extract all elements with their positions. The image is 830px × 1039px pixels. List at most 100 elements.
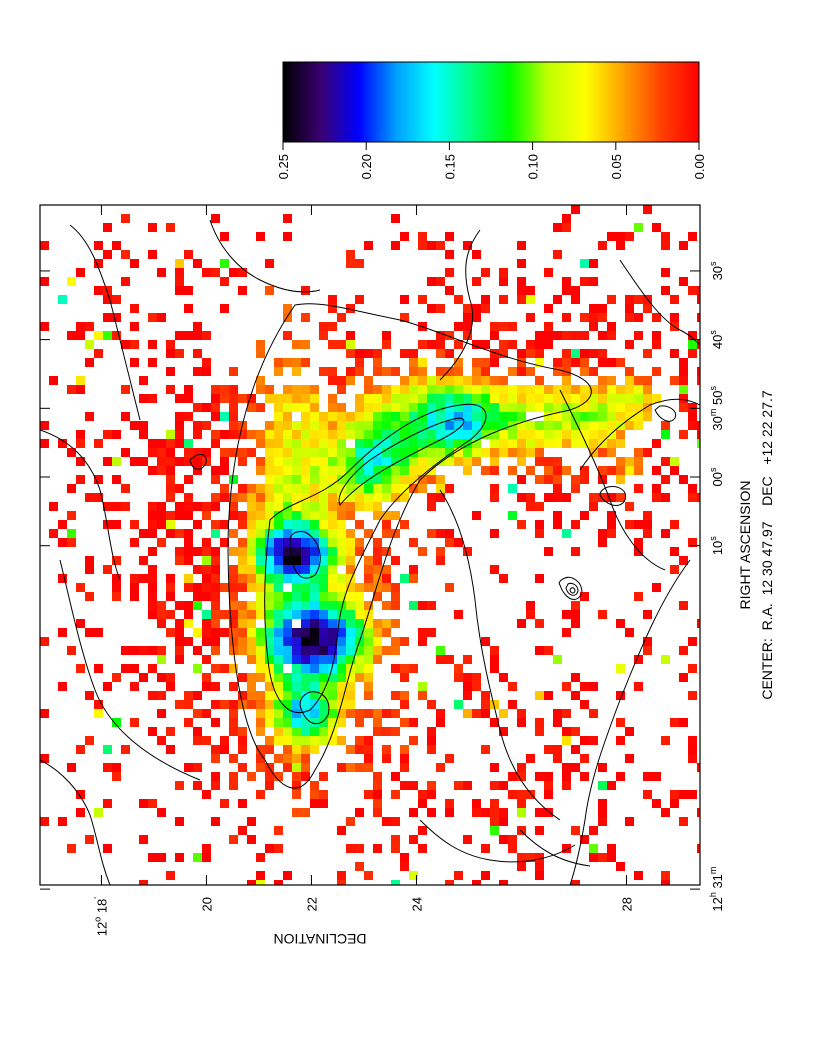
heatmap-cell [688,484,697,493]
heatmap-cell [616,439,625,448]
heatmap-cell [616,718,625,727]
heatmap-cell [157,457,166,466]
heatmap-cell [625,385,634,394]
heatmap-cell [193,259,202,268]
heatmap-cell [391,511,400,520]
heatmap-cell [301,394,310,403]
heatmap-cell [319,727,328,736]
heatmap-cell [148,511,157,520]
heatmap-cell [166,439,175,448]
x-axis-label: RIGHT ASCENSION [737,481,753,610]
heatmap-cell [688,286,697,295]
heatmap-cell [544,430,553,439]
heatmap-cell [256,790,265,799]
heatmap-cell [391,556,400,565]
heatmap-cell [220,412,229,421]
heatmap-cell [580,421,589,430]
heatmap-cell [391,421,400,430]
heatmap-cell [220,799,229,808]
heatmap-cell [499,412,508,421]
heatmap-cell [274,844,283,853]
heatmap-cell [247,691,256,700]
heatmap-cell [175,430,184,439]
heatmap-cell [238,619,247,628]
heatmap-cell [616,466,625,475]
heatmap-cell [229,700,238,709]
heatmap-cell [265,556,274,565]
heatmap-cell [355,484,364,493]
heatmap-cell [310,538,319,547]
heatmap-cell [535,574,544,583]
heatmap-cell [634,538,643,547]
heatmap-cell [274,412,283,421]
heatmap-cell [454,538,463,547]
contour-line [189,454,207,470]
heatmap-cell [337,529,346,538]
heatmap-cell [697,439,700,448]
heatmap-cell [256,637,265,646]
heatmap-cell [229,547,238,556]
heatmap-cell [364,421,373,430]
heatmap-cell [553,421,562,430]
heatmap-cell [481,367,490,376]
heatmap-cell [418,430,427,439]
heatmap-cell [274,511,283,520]
heatmap-cell [175,268,184,277]
heatmap-cell [409,421,418,430]
heatmap-cell [400,718,409,727]
heatmap-cell [481,466,490,475]
heatmap-cell [229,385,238,394]
heatmap-cell [301,664,310,673]
heatmap-cell [445,268,454,277]
heatmap-cell [283,556,292,565]
heatmap-cell [256,430,265,439]
heatmap-cell [526,610,535,619]
heatmap-cell [301,520,310,529]
heatmap-cell [472,682,481,691]
heatmap-cell [148,664,157,673]
heatmap-cell [580,394,589,403]
heatmap-cell [319,718,328,727]
heatmap-cell [310,475,319,484]
heatmap-cell [301,673,310,682]
heatmap-cell [193,466,202,475]
heatmap-cell [364,484,373,493]
heatmap-cell [238,538,247,547]
heatmap-cell [418,637,427,646]
heatmap-cell [247,817,256,826]
heatmap-cell [391,529,400,538]
heatmap-cell [238,556,247,565]
heatmap-cell [292,709,301,718]
heatmap-cell [355,394,364,403]
heatmap-cell [490,529,499,538]
heatmap-cell [310,520,319,529]
heatmap-cell [571,286,580,295]
heatmap-cell [670,295,679,304]
heatmap-cell [589,385,598,394]
heatmap-cell [418,826,427,835]
heatmap-cell [481,637,490,646]
heatmap-cell [553,709,562,718]
heatmap-cell [562,313,571,322]
heatmap-cell [148,691,157,700]
heatmap-cell [85,736,94,745]
heatmap-cell [256,511,265,520]
heatmap-cell [472,277,481,286]
heatmap-cell [499,322,508,331]
heatmap-cell [121,412,130,421]
heatmap-cell [571,826,580,835]
heatmap-cell [598,529,607,538]
heatmap-cell [427,628,436,637]
heatmap-cell [544,331,553,340]
heatmap-cell [373,844,382,853]
heatmap-cell [184,394,193,403]
heatmap-cell [562,844,571,853]
heatmap-cell [382,574,391,583]
heatmap-cell [247,835,256,844]
heatmap-cell [67,277,76,286]
contour-line [599,486,627,506]
heatmap-cell [355,448,364,457]
heatmap-cell [130,520,139,529]
heatmap-cell [679,790,688,799]
heatmap-cell [427,421,436,430]
